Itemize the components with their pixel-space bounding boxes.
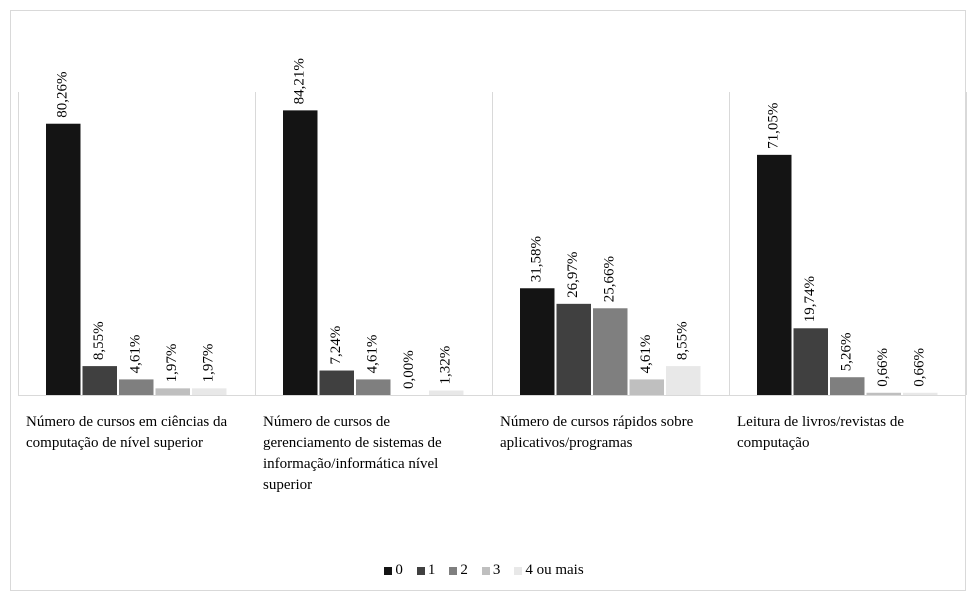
value-label: 80,26% — [55, 71, 71, 117]
x-tick-label: Leitura de livros/revistas de computação — [737, 414, 905, 451]
bar — [429, 390, 464, 395]
bar — [155, 388, 190, 395]
bar — [283, 110, 318, 395]
legend-label: 0 — [395, 562, 403, 578]
bar — [82, 366, 117, 395]
value-label: 7,24% — [328, 326, 344, 365]
value-label: 31,58% — [529, 236, 545, 282]
legend-swatch — [384, 566, 393, 575]
bar — [629, 379, 664, 395]
bar — [830, 377, 865, 395]
legend-item: 3 — [481, 562, 501, 579]
x-tick-label: Número de cursos rápidos sobre aplicativ… — [500, 414, 694, 451]
x-tick-label: Número de cursos em ciências da computaç… — [26, 414, 228, 451]
x-tick-label: Número de cursos de gerenciamento de sis… — [263, 414, 442, 493]
bar — [319, 370, 354, 395]
value-label: 4,61% — [128, 335, 144, 374]
value-label: 19,74% — [802, 276, 818, 322]
legend: 0 1 2 3 4 ou mais — [0, 562, 968, 579]
bar — [757, 154, 792, 395]
value-label: 1,32% — [438, 346, 454, 385]
bar — [556, 303, 591, 395]
bar — [866, 392, 901, 395]
value-label: 5,26% — [839, 332, 855, 371]
legend-label: 1 — [427, 562, 436, 578]
value-label: 1,97% — [201, 344, 217, 383]
value-label: 1,97% — [164, 344, 180, 383]
value-label: 26,97% — [565, 252, 581, 298]
legend-item: 4 ou mais — [514, 562, 584, 579]
bar — [666, 366, 701, 395]
value-label: 8,55% — [91, 321, 107, 360]
bar — [793, 328, 828, 395]
bar — [46, 123, 81, 396]
value-label: 71,05% — [766, 103, 782, 149]
value-label: 84,21% — [292, 58, 308, 104]
legend-label: 2 — [460, 562, 468, 578]
value-label: 4,61% — [365, 335, 381, 374]
bar — [192, 388, 227, 395]
legend-swatch — [416, 566, 425, 575]
bar — [593, 308, 628, 395]
value-label: 0,00% — [401, 350, 417, 389]
value-label: 0,66% — [875, 348, 891, 387]
bar — [520, 288, 555, 395]
bar — [356, 379, 391, 395]
legend-item: 0 — [384, 562, 403, 579]
bar — [903, 392, 938, 395]
value-label: 8,55% — [675, 321, 691, 360]
legend-item: 2 — [449, 562, 468, 579]
legend-swatch — [449, 566, 458, 575]
bar — [119, 379, 154, 395]
value-label: 0,66% — [912, 348, 928, 387]
frame — [10, 10, 966, 591]
value-label: 4,61% — [638, 335, 654, 374]
legend-swatch — [481, 566, 490, 575]
value-label: 25,66% — [602, 256, 618, 302]
legend-swatch — [514, 566, 523, 575]
legend-label: 3 — [492, 562, 501, 578]
legend-item: 1 — [416, 562, 436, 579]
legend-label: 4 ou mais — [525, 562, 584, 578]
